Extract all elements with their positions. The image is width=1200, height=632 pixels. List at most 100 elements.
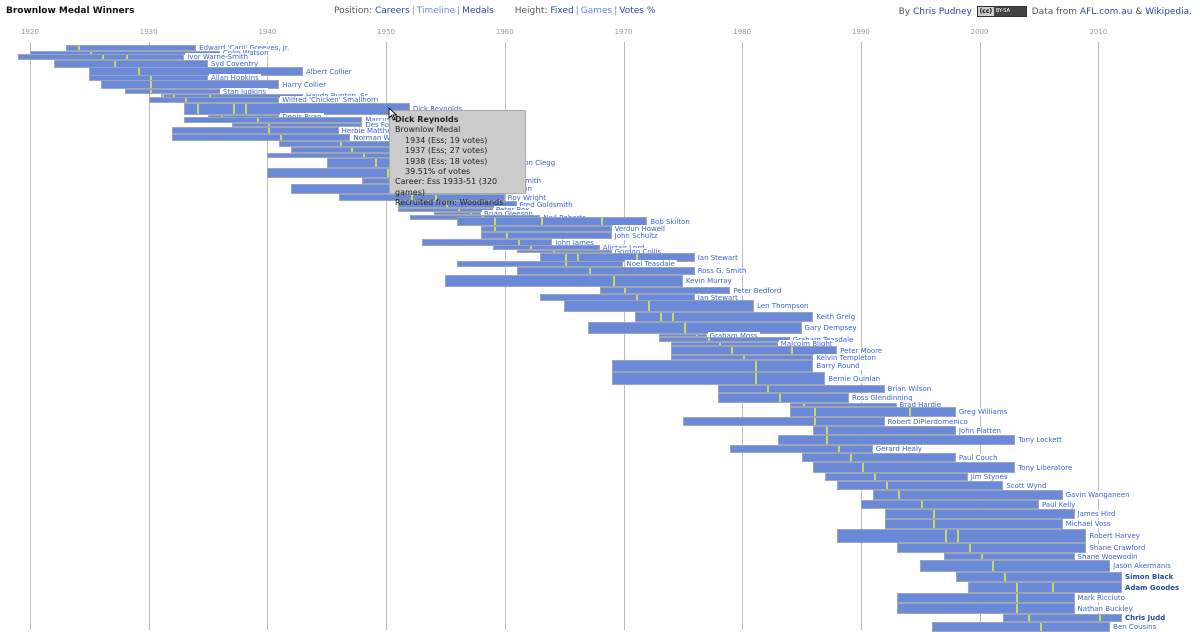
player-name-label[interactable]: Gordon Collis — [612, 247, 664, 256]
player-name-label[interactable]: Graham Teasdale — [790, 335, 856, 344]
player-career-bar[interactable] — [920, 560, 1111, 572]
player-name-label[interactable]: Ross G. Smith — [695, 267, 749, 275]
player-name-label[interactable]: Scott Wynd — [1004, 481, 1049, 490]
player-name-label[interactable]: Malcolm Blight — [778, 340, 835, 348]
player-name-label[interactable]: Ivor Warne-Smith — [185, 53, 251, 61]
player-career-bar[interactable] — [184, 117, 363, 123]
player-name-label[interactable]: Robert Harvey — [1087, 532, 1142, 540]
player-name-label[interactable]: Jason Akermanis — [1111, 562, 1173, 570]
player-name-label[interactable]: Chris Judd — [1123, 614, 1168, 622]
player-career-bar[interactable] — [516, 250, 612, 253]
player-career-bar[interactable] — [896, 603, 1075, 614]
player-career-bar[interactable] — [896, 593, 1075, 603]
player-career-bar[interactable] — [943, 553, 1075, 560]
player-name-label[interactable]: Jim Stynes — [968, 473, 1010, 481]
player-career-bar[interactable] — [564, 300, 755, 312]
afl-source-link[interactable]: AFL.com.au — [1079, 7, 1133, 17]
player-name-label[interactable]: Wilfred 'Chicken' Smallhorn — [280, 96, 381, 104]
player-name-label[interactable]: Tony Liberatore — [1016, 463, 1075, 472]
player-name-label[interactable]: Tony Lockett — [1016, 436, 1064, 444]
height-games-link[interactable]: Games — [580, 6, 613, 16]
player-career-bar[interactable] — [18, 54, 185, 60]
player-name-label[interactable]: Verdun Howell — [612, 225, 667, 233]
author-link[interactable]: Chris Pudney — [913, 7, 972, 17]
player-name-label[interactable]: Keith Greig — [814, 313, 858, 321]
player-career-bar[interactable] — [611, 372, 826, 385]
player-name-label[interactable]: Denis Ryan — [280, 112, 324, 121]
player-career-bar[interactable] — [837, 481, 1004, 490]
player-name-label[interactable]: Herbie Matthews — [339, 126, 403, 135]
player-name-label[interactable]: Brian Wilson — [885, 385, 934, 393]
player-career-bar[interactable] — [825, 473, 968, 481]
player-name-label[interactable]: Shane Crawford — [1087, 544, 1148, 552]
player-name-label[interactable]: Fred Goldsmith — [517, 200, 575, 209]
height-votes-link[interactable]: Votes % — [619, 6, 656, 16]
player-name-label[interactable]: Barry Round — [814, 362, 862, 370]
player-career-bar[interactable] — [397, 201, 517, 208]
player-name-label[interactable]: Stan Judkins — [220, 87, 269, 96]
player-career-bar[interactable] — [457, 261, 624, 267]
player-career-bar[interactable] — [101, 80, 280, 89]
player-name-label[interactable]: Nathan Buckley — [1075, 604, 1135, 613]
player-career-bar[interactable] — [338, 194, 505, 201]
player-name-label[interactable]: Paul Couch — [956, 453, 1000, 462]
player-career-bar[interactable] — [611, 360, 814, 372]
player-name-label[interactable]: Greg Williams — [956, 408, 1010, 416]
player-career-bar[interactable] — [457, 217, 648, 226]
player-career-bar[interactable] — [837, 529, 1087, 543]
player-career-bar[interactable] — [670, 346, 838, 355]
player-career-bar[interactable] — [659, 334, 707, 337]
player-career-bar[interactable] — [872, 490, 1063, 500]
player-career-bar[interactable] — [231, 123, 363, 127]
player-career-bar[interactable] — [599, 287, 731, 294]
player-name-label[interactable]: Shane Woewodin — [1075, 552, 1140, 561]
player-career-bar[interactable] — [718, 385, 885, 393]
player-name-label[interactable]: Adam Goodes — [1123, 583, 1182, 592]
player-name-label[interactable]: Gerard Healy — [873, 445, 925, 453]
player-career-bar[interactable] — [587, 322, 802, 334]
player-name-label[interactable]: Peter Bedford — [731, 286, 784, 295]
player-career-bar[interactable] — [884, 519, 1063, 529]
player-name-label[interactable]: Kelvin Templeton — [814, 353, 879, 362]
player-career-bar[interactable] — [670, 342, 778, 346]
player-name-label[interactable]: Norman Ware — [351, 133, 404, 142]
wikipedia-source-link[interactable]: Wikipedia — [1145, 7, 1190, 17]
player-name-label[interactable]: Gary Dempsey — [802, 324, 859, 332]
player-name-label[interactable]: John Platten — [956, 426, 1003, 435]
player-name-label[interactable]: Michael Voss — [1063, 520, 1113, 528]
player-career-bar[interactable] — [789, 407, 956, 417]
player-name-label[interactable]: Albert Collier — [304, 67, 354, 76]
player-name-label[interactable]: Harry Collier — [280, 80, 329, 89]
player-career-bar[interactable] — [421, 239, 553, 246]
player-career-bar[interactable] — [433, 212, 482, 215]
player-name-label[interactable]: Paul Kelly — [1039, 500, 1078, 509]
player-career-bar[interactable] — [516, 267, 695, 275]
player-name-label[interactable]: Ian Stewart — [695, 293, 740, 302]
player-name-label[interactable]: Bob Skilton — [648, 217, 692, 226]
player-name-label[interactable]: Kevin Murray — [683, 277, 734, 285]
cc-license-badge-icon[interactable]: (cc) BY-SA — [976, 6, 1027, 17]
player-career-bar[interactable] — [659, 337, 790, 342]
player-name-label[interactable]: Ron Clegg — [517, 159, 558, 167]
player-career-bar[interactable] — [896, 543, 1087, 553]
player-career-bar[interactable] — [801, 453, 956, 462]
player-career-bar[interactable] — [777, 435, 1016, 445]
player-career-bar[interactable] — [718, 393, 850, 403]
player-career-bar[interactable] — [932, 622, 1111, 632]
player-career-bar[interactable] — [730, 445, 873, 453]
position-careers-link[interactable]: Careers — [374, 6, 410, 16]
player-name-label[interactable]: Edward 'Carji' Greeves, Jr. — [197, 44, 292, 52]
player-name-label[interactable]: Mark Ricciuto — [1075, 594, 1127, 602]
player-career-bar[interactable] — [172, 134, 351, 141]
player-career-bar[interactable] — [481, 226, 612, 232]
player-career-bar[interactable] — [172, 127, 339, 134]
player-career-bar[interactable] — [967, 582, 1123, 593]
player-career-bar[interactable] — [813, 462, 1016, 473]
player-career-bar[interactable] — [860, 500, 1039, 509]
player-career-bar[interactable] — [492, 245, 600, 250]
position-timeline-link[interactable]: Timeline — [416, 6, 456, 16]
player-name-label[interactable]: James Hird — [1075, 510, 1118, 518]
player-name-label[interactable]: Syd Coventry — [209, 60, 261, 68]
position-medals-link[interactable]: Medals — [462, 6, 494, 16]
player-name-label[interactable]: Bernie Quinlan — [826, 374, 883, 383]
